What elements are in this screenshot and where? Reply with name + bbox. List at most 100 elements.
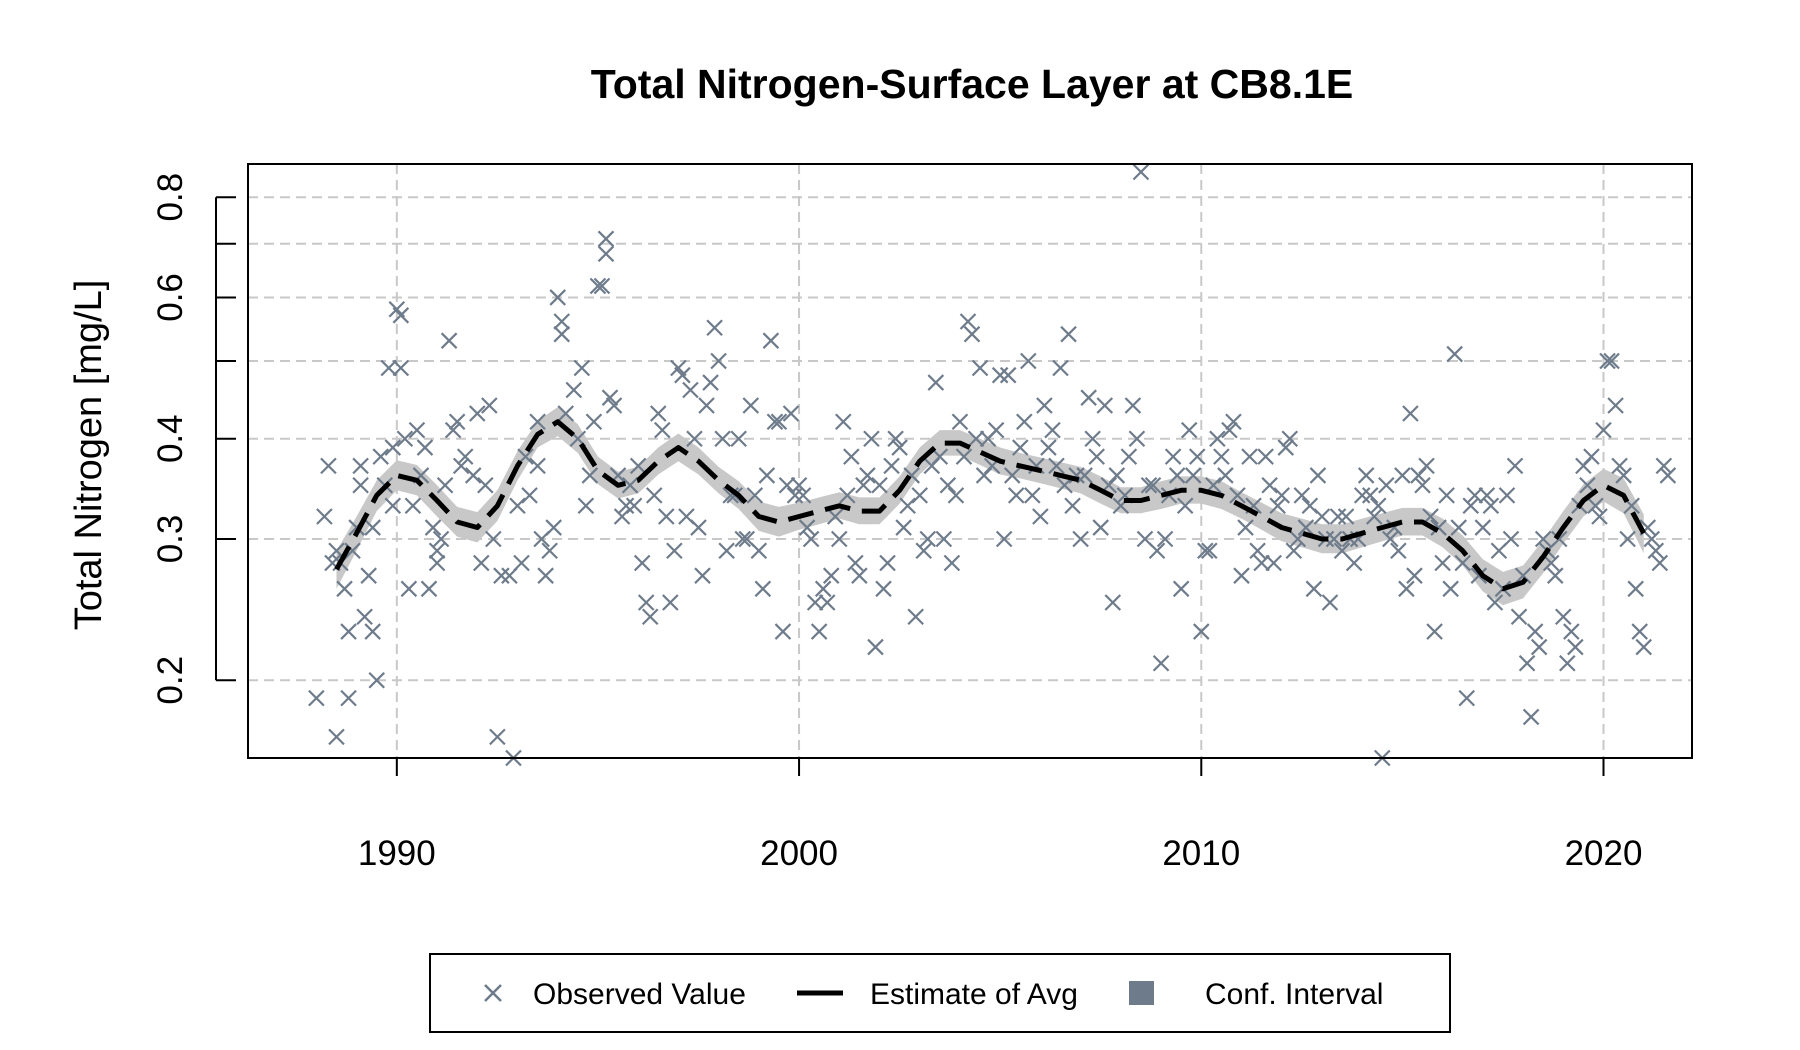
observed-point [766,413,784,431]
observed-point [814,580,832,598]
observed-point [456,448,474,465]
observed-point [1193,623,1210,640]
observed-point [1647,542,1665,560]
observed-point [1007,487,1025,504]
observed-point [1044,421,1061,439]
observed-point [1309,467,1327,484]
observed-point [601,389,619,406]
observed-point [730,430,747,448]
observed-point [1144,476,1162,494]
observed-point [432,530,450,548]
observed-point [1197,542,1214,560]
observed-point [1518,654,1536,672]
observed-point [798,519,816,536]
observed-point [336,580,353,598]
observed-point [1454,554,1472,572]
observed-point [621,476,639,494]
observed-point [790,476,808,494]
observed-point [537,567,554,584]
observed-point [1164,448,1182,465]
observed-point [549,289,566,306]
observed-point [899,497,916,515]
observed-point [835,413,852,431]
confidence-band [336,407,1644,606]
observed-point [541,542,558,560]
y-tick-label: 0.2 [151,656,190,705]
observed-point [360,567,377,584]
observed-point [867,638,884,656]
observed-point [1293,487,1311,504]
observed-point [746,487,764,504]
observed-point [915,542,933,560]
observed-point [1534,530,1552,548]
observed-point [802,530,820,548]
observed-point [907,608,924,625]
x-tick-label: 2000 [760,834,838,873]
observed-point [364,519,381,536]
observed-point [1563,623,1580,640]
observed-point [1398,580,1415,598]
observed-point [1024,487,1041,504]
observed-point [1498,487,1516,504]
observed-point [404,497,422,515]
observed-point [340,623,357,640]
legend-label-estimate: Estimate of Avg [870,978,1078,1011]
observed-point [694,567,711,584]
observed-point [1297,519,1315,536]
observed-point [1506,457,1524,475]
observed-point [440,332,458,349]
observed-point [1016,413,1033,431]
observed-point [895,519,912,536]
observed-point [851,567,868,584]
observed-point [617,497,635,515]
observed-point [400,580,418,598]
observed-point [911,487,928,504]
observed-point [1390,542,1407,560]
observed-point [320,457,337,475]
observed-point [493,567,510,584]
observed-point [1132,163,1150,181]
legend-observed-marker [484,984,502,1002]
observed-point [308,689,325,707]
observed-point [464,467,482,484]
observed-point [1064,497,1081,515]
observed-point [1096,397,1114,414]
observed-point [1012,439,1029,456]
observed-point [573,359,591,377]
observed-point [585,413,603,431]
y-tick-label: 0.8 [151,173,190,222]
observed-point [959,313,977,330]
observed-point [340,689,357,707]
observed-point [392,307,410,324]
observed-point [1168,467,1186,484]
legend: Observed Value Estimate of Avg Conf. Int… [429,953,1451,1033]
observed-point [826,508,844,525]
observed-point [1438,487,1455,504]
observed-point [734,530,752,548]
observed-point [1060,325,1077,343]
observed-point [1357,467,1375,484]
observed-point [995,530,1013,548]
observed-point [1104,594,1122,611]
observed-point [1128,430,1146,448]
observed-point [1345,554,1363,572]
observed-point [774,623,792,640]
observed-point [1088,448,1105,465]
observed-point [706,319,723,337]
observed-point [625,497,643,515]
observed-point [1269,497,1286,515]
observed-point [1567,638,1584,656]
observed-point [1156,530,1174,548]
observed-point [919,530,937,548]
observed-point [859,467,876,484]
observed-point [1233,567,1250,584]
observed-point [1237,519,1254,536]
observed-point [529,413,546,431]
observed-point [1325,530,1343,548]
observed-point [810,623,828,640]
observed-point [589,277,607,295]
observed-point [1526,623,1544,640]
observed-point [1635,638,1653,656]
observed-point [509,497,526,515]
